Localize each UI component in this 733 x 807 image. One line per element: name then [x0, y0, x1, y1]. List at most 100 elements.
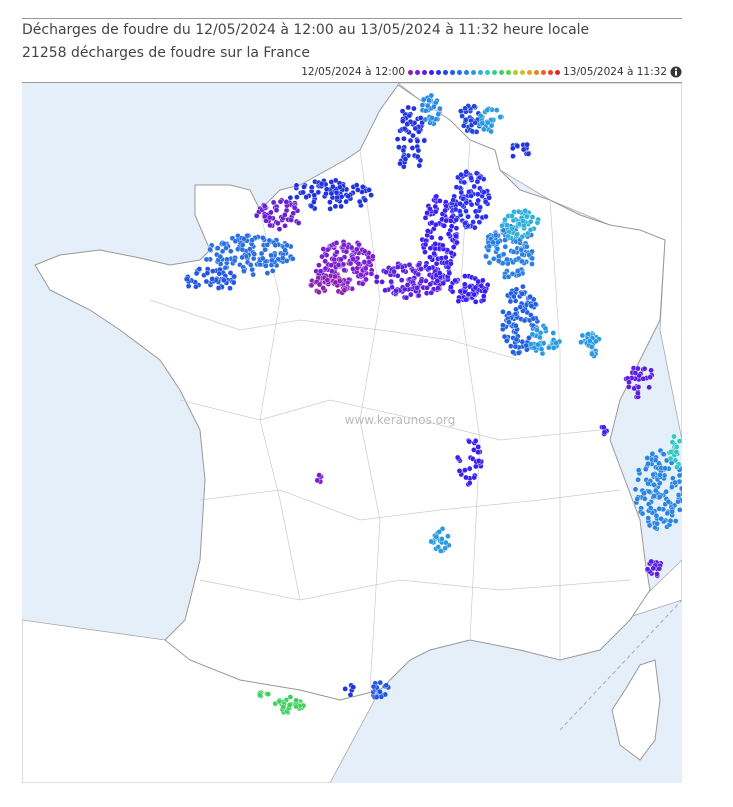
strike	[524, 243, 530, 250]
strike	[646, 522, 653, 529]
strike	[479, 277, 486, 284]
strike	[288, 217, 294, 223]
strike	[648, 558, 655, 565]
strike	[673, 449, 680, 455]
strike	[331, 256, 338, 263]
strike	[669, 508, 675, 515]
strike	[323, 186, 330, 192]
strike	[402, 156, 409, 162]
strike	[427, 245, 434, 251]
strike	[340, 261, 347, 268]
strike	[514, 231, 520, 238]
strike	[273, 207, 280, 213]
strike	[651, 493, 657, 499]
strike	[185, 283, 192, 289]
legend-swatch	[499, 69, 505, 75]
strike	[399, 118, 406, 124]
strike	[350, 256, 356, 263]
strike	[463, 199, 470, 206]
strike	[401, 286, 408, 293]
strike	[377, 688, 383, 695]
strike	[493, 107, 500, 113]
strike	[437, 235, 444, 241]
strike	[247, 262, 254, 268]
strike	[663, 488, 669, 495]
strike	[445, 231, 452, 237]
strike	[667, 455, 674, 462]
strike	[426, 265, 433, 272]
legend-swatch	[471, 69, 477, 75]
strike	[314, 477, 321, 484]
strike	[415, 147, 422, 154]
strike	[635, 390, 641, 397]
strike	[471, 474, 478, 481]
strike	[463, 208, 469, 214]
strike	[311, 192, 318, 198]
strike	[373, 694, 380, 700]
strike	[458, 189, 465, 196]
strike	[509, 213, 515, 219]
strike	[473, 170, 480, 176]
strike	[275, 256, 282, 263]
time-legend: 12/05/2024 à 12:00 13/05/2024 à 11:32	[301, 66, 682, 78]
strike	[656, 565, 663, 572]
strike	[457, 200, 463, 207]
strike	[316, 281, 323, 288]
strike	[333, 189, 340, 196]
strike	[513, 322, 519, 329]
legend-swatch	[492, 69, 498, 75]
strike	[424, 210, 430, 216]
strike	[657, 471, 663, 478]
strike	[428, 115, 435, 121]
strike	[332, 273, 338, 280]
strike	[401, 125, 408, 132]
strike	[260, 234, 266, 241]
strike	[475, 458, 482, 464]
strike	[475, 449, 481, 456]
strike	[414, 285, 420, 291]
strike	[428, 538, 435, 545]
strike	[500, 322, 506, 329]
strike	[426, 97, 432, 104]
strike	[482, 288, 488, 295]
strike	[672, 479, 678, 486]
strike	[427, 254, 433, 261]
strike	[646, 488, 653, 495]
strike	[513, 336, 520, 343]
strike	[466, 480, 473, 486]
strike	[368, 270, 375, 277]
strike	[518, 246, 525, 253]
strike	[453, 225, 460, 231]
strike	[474, 191, 481, 197]
strike	[490, 255, 497, 262]
strike	[489, 239, 496, 246]
strike	[359, 280, 366, 287]
strike	[377, 679, 384, 686]
strike	[502, 237, 508, 243]
strike	[275, 220, 281, 226]
strike	[475, 197, 482, 204]
subtitle: 21258 décharges de foudre sur la France	[22, 45, 310, 61]
strike	[338, 203, 344, 210]
info-icon[interactable]	[670, 66, 682, 78]
strike	[578, 339, 584, 346]
strike	[289, 255, 296, 262]
watermark: www.keraunos.org	[345, 413, 456, 427]
strike	[665, 498, 672, 505]
strike	[461, 281, 468, 288]
strike	[521, 317, 528, 324]
strike	[416, 162, 423, 169]
strike	[338, 256, 344, 263]
strike	[528, 303, 535, 309]
strike	[332, 279, 339, 286]
strike	[424, 102, 431, 109]
strike	[442, 207, 448, 214]
strike	[510, 249, 517, 255]
strike	[337, 184, 343, 190]
strike	[366, 187, 372, 193]
strike	[363, 276, 369, 283]
strike	[420, 96, 427, 103]
strike	[366, 259, 373, 265]
strike	[653, 512, 660, 519]
strike	[368, 192, 374, 198]
